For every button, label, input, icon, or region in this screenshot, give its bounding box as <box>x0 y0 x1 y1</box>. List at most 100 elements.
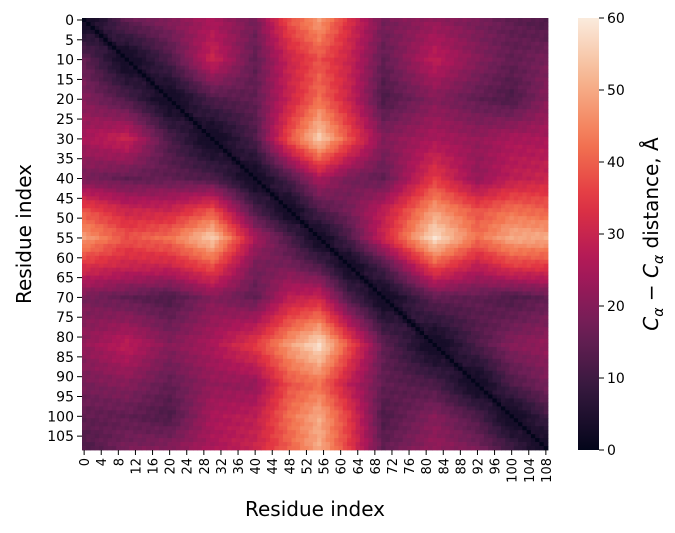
heatmap-cell <box>171 156 177 162</box>
heatmap-cell <box>424 53 429 59</box>
heatmap-cell <box>193 184 198 189</box>
heatmap-cell <box>411 180 416 185</box>
heatmap-cell <box>372 188 378 193</box>
heatmap-cell <box>137 176 143 181</box>
heatmap-cell <box>304 164 309 169</box>
heatmap-cell <box>235 18 241 23</box>
heatmap-cell <box>436 172 442 177</box>
heatmap-cell <box>107 85 113 90</box>
heatmap-cell <box>535 188 540 193</box>
heatmap-cell <box>171 53 177 59</box>
heatmap-cell <box>103 45 109 51</box>
heatmap-cell <box>120 89 126 94</box>
heatmap-cell <box>163 192 168 197</box>
heatmap-cell <box>274 117 280 122</box>
heatmap-cell <box>530 33 536 39</box>
heatmap-cell <box>308 196 314 201</box>
heatmap-cell <box>223 65 228 70</box>
heatmap-cell <box>424 18 429 23</box>
heatmap-cell <box>231 49 237 55</box>
heatmap-cell <box>317 180 322 185</box>
heatmap-cell <box>141 109 147 114</box>
heatmap-cell <box>253 81 258 86</box>
heatmap-cell <box>257 152 262 158</box>
heatmap-cell <box>141 176 147 181</box>
heatmap-cell <box>205 113 211 118</box>
heatmap-cell <box>394 105 399 110</box>
heatmap-cell <box>265 21 271 27</box>
heatmap-cell <box>402 172 408 177</box>
heatmap-cell <box>82 21 87 27</box>
heatmap-cell <box>223 105 228 110</box>
heatmap-cell <box>385 172 391 177</box>
heatmap-cell <box>526 21 532 27</box>
heatmap-cell <box>201 152 207 158</box>
heatmap-cell <box>466 25 472 31</box>
heatmap-cell <box>338 73 344 78</box>
heatmap-cell <box>82 69 87 74</box>
heatmap-cell <box>436 73 442 78</box>
heatmap-cell <box>432 113 438 118</box>
heatmap-cell <box>492 69 498 74</box>
heatmap-cell <box>205 176 211 181</box>
heatmap-cell <box>347 29 352 35</box>
heatmap-cell <box>445 41 451 47</box>
heatmap-cell <box>411 33 416 39</box>
heatmap-cell <box>317 192 322 197</box>
heatmap-cell <box>295 140 301 146</box>
heatmap-cell <box>449 57 455 62</box>
heatmap-cell <box>180 77 186 82</box>
heatmap-cell <box>359 25 365 31</box>
heatmap-cell <box>509 29 515 35</box>
heatmap-cell <box>90 113 96 118</box>
heatmap-cell <box>146 113 151 118</box>
heatmap-cell <box>86 45 91 51</box>
heatmap-cell <box>248 172 254 177</box>
heatmap-cell <box>500 140 506 146</box>
heatmap-cell <box>158 18 164 23</box>
heatmap-cell <box>381 57 386 62</box>
heatmap-cell <box>253 33 258 39</box>
heatmap-cell <box>321 29 327 35</box>
heatmap-cell <box>368 196 374 201</box>
heatmap-cell <box>500 69 506 74</box>
heatmap-cell <box>304 33 309 39</box>
heatmap-cell <box>347 164 352 169</box>
heatmap-cell <box>210 117 215 122</box>
heatmap-cell <box>475 45 480 51</box>
heatmap-cell <box>129 93 134 98</box>
heatmap-cell <box>231 121 237 126</box>
heatmap-cell <box>475 69 480 74</box>
heatmap-cell <box>321 148 327 154</box>
heatmap-cell <box>111 57 117 62</box>
heatmap-cell <box>488 192 493 197</box>
heatmap-cell <box>287 128 292 134</box>
heatmap-cell <box>278 53 284 59</box>
heatmap-cell <box>120 109 126 114</box>
heatmap-cell <box>522 97 528 102</box>
heatmap-cell <box>278 37 284 43</box>
heatmap-cell <box>240 176 245 181</box>
heatmap-cell <box>411 89 416 94</box>
heatmap-cell <box>107 132 113 138</box>
heatmap-cell <box>261 93 267 98</box>
heatmap-cell <box>432 53 438 59</box>
heatmap-cell <box>359 65 365 70</box>
heatmap-cell <box>535 69 540 74</box>
heatmap-cell <box>223 152 228 158</box>
heatmap-cell <box>492 128 498 134</box>
heatmap-cell <box>99 148 104 154</box>
heatmap-cell <box>351 128 357 134</box>
heatmap-cell <box>210 37 215 43</box>
heatmap-cell <box>257 93 262 98</box>
heatmap-cell <box>146 192 151 197</box>
heatmap-cell <box>496 172 502 177</box>
heatmap-cell <box>432 81 438 86</box>
heatmap-cell <box>154 140 160 146</box>
heatmap-cell <box>287 184 292 189</box>
heatmap-cell <box>368 101 374 106</box>
heatmap-cell <box>479 97 485 102</box>
heatmap-cell <box>282 97 288 102</box>
heatmap-cell <box>385 97 391 102</box>
heatmap-cell <box>334 117 339 122</box>
